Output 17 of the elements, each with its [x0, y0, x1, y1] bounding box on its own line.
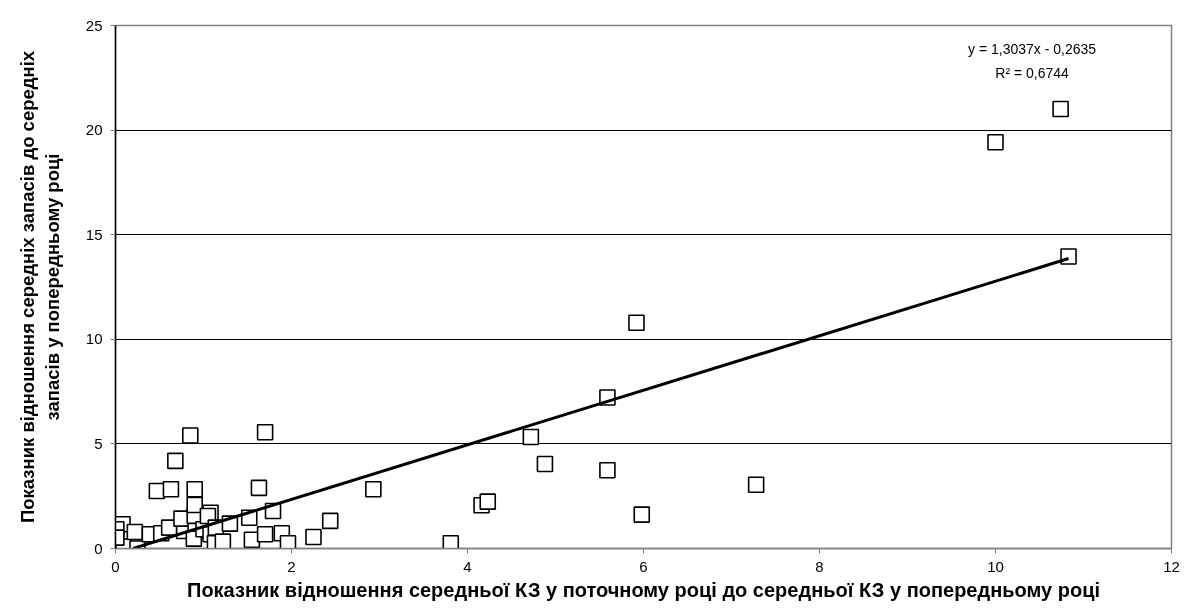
x-tick-label: 0 — [111, 557, 120, 575]
x-tick-label: 12 — [1163, 557, 1180, 575]
y-axis-title: Показник відношення середніх запасів до середніх запасів у попередньому році — [16, 50, 63, 524]
annotation: y = 1,3037x - 0,2635 — [968, 41, 1097, 58]
y-tick-label: 10 — [85, 330, 103, 348]
y-tick-label: 15 — [85, 225, 103, 243]
x-tick-label: 2 — [287, 557, 296, 575]
x-tick-label: 10 — [987, 557, 1004, 575]
x-axis-title: Показник відношення середньої КЗ у поточному році до середньої КЗ у попередньому році — [187, 578, 1101, 601]
x-tick-label: 8 — [815, 557, 824, 575]
y-tick-label: 0 — [94, 539, 103, 557]
x-tick-label: 4 — [463, 557, 472, 575]
y-tick-label: 20 — [85, 121, 103, 139]
y-tick-label: 25 — [85, 16, 103, 34]
x-tick-label: 6 — [639, 557, 648, 575]
annotation: R² = 0,6744 — [995, 64, 1070, 81]
y-tick-label: 5 — [94, 434, 103, 452]
